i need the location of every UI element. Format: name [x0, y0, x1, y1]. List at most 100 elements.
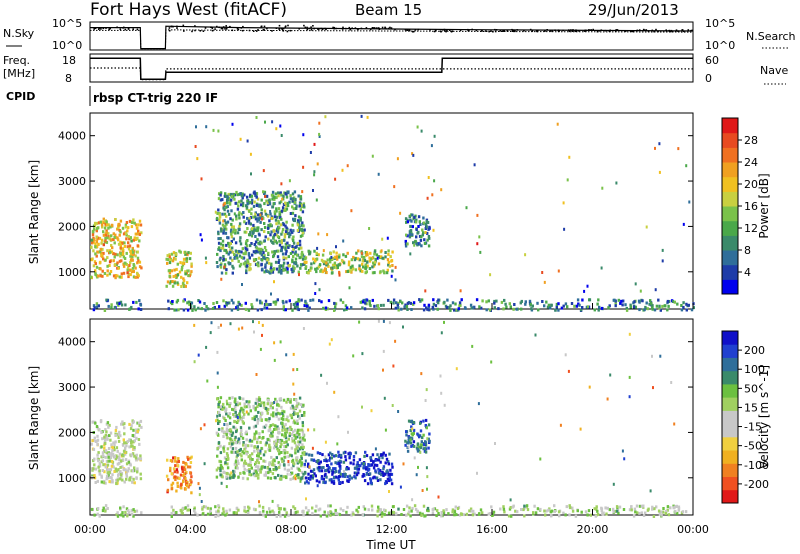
data-cell [283, 463, 286, 467]
data-cell [242, 252, 245, 256]
data-cell [421, 233, 424, 237]
data-cell [116, 261, 119, 265]
data-cell [415, 228, 418, 231]
data-cell [669, 506, 672, 510]
data-cell [225, 429, 228, 433]
data-cell [244, 246, 247, 250]
noise-point [585, 29, 588, 32]
data-cell [115, 425, 118, 429]
data-cell [352, 462, 355, 466]
data-cell [240, 303, 243, 307]
data-cell [369, 463, 372, 467]
data-cell [324, 306, 328, 310]
data-cell [305, 452, 308, 456]
data-cell [497, 307, 500, 311]
noise-left-tick-top: 10^5 [52, 17, 82, 30]
data-cell [337, 454, 340, 458]
data-cell [373, 262, 376, 266]
data-cell [235, 511, 238, 515]
data-cell [231, 258, 234, 262]
data-cell [247, 402, 250, 406]
data-cell [181, 466, 184, 470]
data-cell [384, 482, 387, 486]
freq-right-tick-top: 60 [705, 54, 719, 67]
data-cell [298, 460, 301, 464]
data-cell [263, 222, 266, 225]
data-cell [495, 299, 498, 303]
data-cell [299, 477, 303, 481]
data-cell [241, 204, 245, 208]
data-cell [427, 227, 430, 231]
data-cell [139, 223, 143, 227]
data-cell [295, 207, 298, 210]
data-cell [292, 464, 295, 468]
data-cell [371, 508, 374, 512]
data-cell [104, 236, 107, 240]
data-cell [386, 477, 390, 481]
data-cell [117, 242, 121, 246]
data-cell [674, 509, 677, 513]
data-cell [215, 301, 219, 304]
data-cell [250, 466, 253, 470]
data-cell [671, 300, 675, 303]
data-cell [422, 221, 426, 225]
data-cell [258, 403, 261, 406]
data-cell [245, 230, 248, 234]
noise-point [306, 26, 308, 29]
data-cell [384, 509, 387, 513]
data-cell [259, 213, 262, 217]
data-cell [586, 513, 589, 517]
data-cell [547, 508, 550, 512]
data-cell [290, 466, 293, 470]
data-cell [249, 460, 252, 464]
data-cell [366, 482, 370, 486]
data-cell [651, 306, 654, 310]
data-cell [533, 504, 536, 508]
data-cell [234, 435, 237, 439]
data-cell [417, 225, 420, 228]
data-cell [282, 414, 285, 418]
data-cell [266, 466, 269, 470]
data-cell [236, 307, 240, 311]
data-cell [254, 192, 257, 196]
data-cell [570, 302, 574, 305]
data-cell [100, 480, 103, 484]
data-cell [273, 239, 276, 243]
data-cell [131, 250, 135, 254]
data-cell [379, 478, 382, 482]
data-cell [257, 449, 260, 453]
data-cell [349, 452, 352, 456]
noise-point [502, 30, 504, 32]
data-cell [236, 421, 239, 424]
data-cell [128, 478, 132, 482]
data-cell [123, 257, 127, 260]
data-cell [165, 257, 168, 261]
noise-sky-series-line [90, 25, 694, 50]
data-cell [274, 302, 277, 306]
data-cell [278, 210, 281, 214]
data-cell [234, 249, 238, 253]
data-cell [123, 261, 126, 265]
data-cell [173, 475, 177, 479]
data-cell [347, 480, 350, 483]
noise-point [451, 30, 454, 32]
data-cell [131, 434, 134, 437]
data-cell [286, 468, 289, 472]
data-cell [279, 223, 283, 227]
data-cell [256, 400, 260, 404]
data-cell [371, 265, 374, 269]
data-cell [114, 440, 117, 444]
data-cell [271, 460, 274, 464]
data-cell [315, 270, 318, 274]
data-cell [95, 245, 99, 249]
data-cell [308, 465, 311, 469]
data-cell [124, 446, 127, 450]
data-cell [117, 224, 120, 228]
noise-point [624, 30, 626, 32]
data-cell [97, 465, 100, 469]
data-cell [121, 465, 124, 469]
data-cell [272, 468, 275, 471]
data-cell [184, 270, 187, 274]
data-cell [642, 514, 646, 517]
noise-left-label: N.Sky [3, 27, 35, 40]
